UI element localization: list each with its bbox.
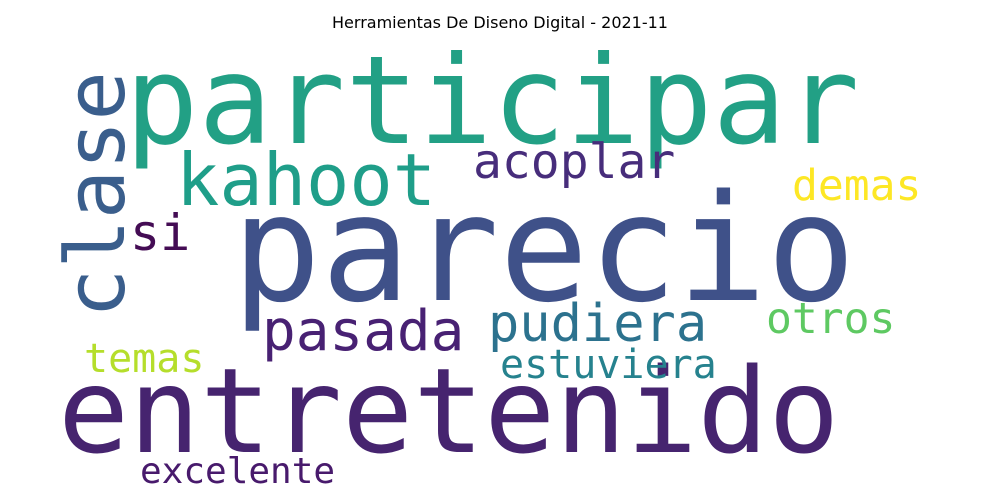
word-pasada: pasada: [262, 299, 464, 364]
word-estuviera: estuviera: [500, 342, 717, 388]
word-excelente: excelente: [140, 451, 335, 492]
word-si: si: [130, 204, 190, 262]
word-otros: otros: [766, 294, 895, 344]
word-demas: demas: [792, 161, 921, 211]
word-pudiera: pudiera: [488, 294, 707, 354]
cloud-title: Herramientas De Diseno Digital - 2021-11: [332, 13, 668, 32]
word-entretenido: entretenido: [58, 342, 839, 480]
word-participar: participar: [125, 30, 860, 172]
word-temas: temas: [84, 336, 204, 382]
word-acoplar: acoplar: [473, 134, 675, 190]
word-parecio: parecio: [232, 163, 856, 335]
word-kahoot: kahoot: [176, 138, 436, 222]
word-clase: clase: [49, 71, 144, 318]
